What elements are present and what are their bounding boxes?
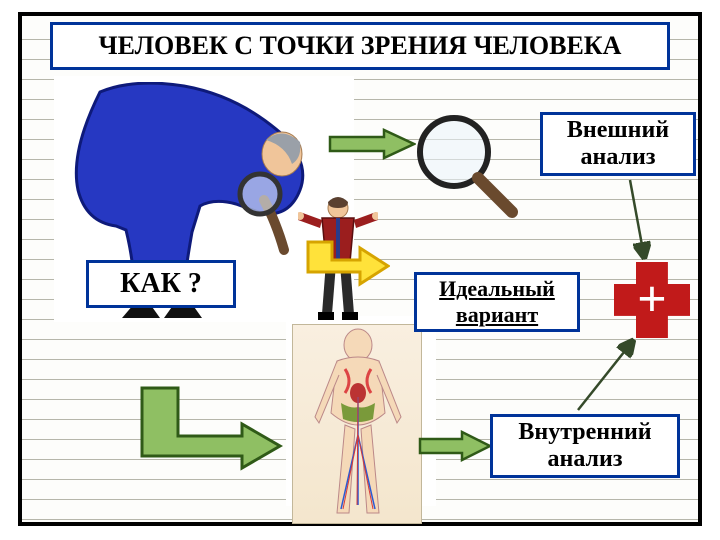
how-label: КАК ? bbox=[120, 268, 202, 300]
plus-symbol: + bbox=[614, 262, 690, 338]
internal-label: Внутренний анализ bbox=[493, 419, 677, 473]
plus-text: + bbox=[614, 262, 690, 338]
ideal-box: Идеальный вариант bbox=[414, 272, 580, 332]
external-label: Внешний анализ bbox=[543, 117, 693, 171]
internal-box: Внутренний анализ bbox=[490, 414, 680, 478]
slide-frame: ЧЕЛОВЕК С ТОЧКИ ЗРЕНИЯ ЧЕЛОВЕКА Внешний … bbox=[18, 12, 702, 526]
how-box: КАК ? bbox=[86, 260, 236, 308]
title-box: ЧЕЛОВЕК С ТОЧКИ ЗРЕНИЯ ЧЕЛОВЕКА bbox=[50, 22, 670, 70]
ideal-label: Идеальный вариант bbox=[417, 276, 577, 328]
external-box: Внешний анализ bbox=[540, 112, 696, 176]
title-text: ЧЕЛОВЕК С ТОЧКИ ЗРЕНИЯ ЧЕЛОВЕКА bbox=[99, 31, 622, 61]
